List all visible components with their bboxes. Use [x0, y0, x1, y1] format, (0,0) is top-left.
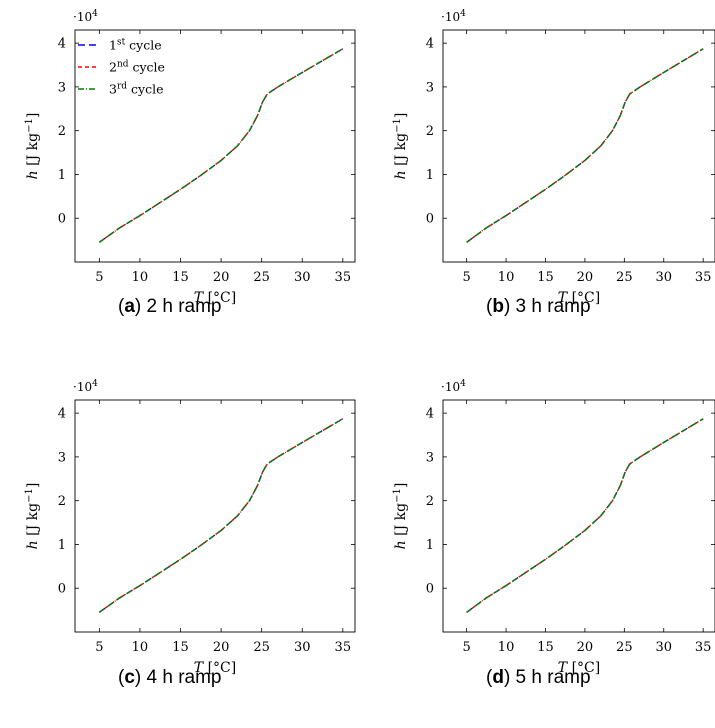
y-axis-label: h [J kg−1] [24, 483, 41, 550]
x-tick-label: 30 [294, 640, 311, 655]
x-tick-label: 20 [213, 270, 230, 285]
x-tick-label: 35 [335, 640, 352, 655]
y-multiplier-label: ·104 [441, 379, 466, 394]
x-tick-label: 15 [172, 270, 189, 285]
y-tick-label: 4 [426, 407, 434, 422]
y-axis-label: h [J kg−1] [24, 113, 41, 180]
y-tick-label: 0 [426, 212, 434, 227]
legend-label-2: 2nd cycle [109, 60, 165, 75]
y-tick-label: 1 [58, 168, 66, 183]
x-tick-label: 20 [213, 640, 230, 655]
x-axis-label: T [°C] [558, 290, 600, 306]
x-tick-label: 20 [577, 640, 594, 655]
y-tick-label: 3 [426, 80, 434, 95]
series-line-1 [98, 418, 344, 613]
y-multiplier-label: ·104 [441, 9, 466, 24]
panel-caption-c: (c) 4 h ramp [118, 667, 222, 688]
series-line-3 [98, 48, 344, 243]
legend-label-3: 3rd cycle [109, 82, 163, 97]
y-tick-label: 2 [426, 124, 434, 139]
x-tick-label: 35 [335, 270, 352, 285]
series-line-3 [466, 418, 704, 613]
series-line-3 [98, 418, 344, 613]
y-tick-label: 3 [426, 450, 434, 465]
x-tick-label: 5 [463, 640, 471, 655]
y-axis-label: h [J kg−1] [392, 483, 409, 550]
y-tick-label: 2 [58, 124, 66, 139]
panel-caption-b-text: 3 h ramp [515, 296, 591, 317]
series-line-1 [98, 48, 344, 243]
series-line-1 [466, 48, 704, 243]
legend: 1st cycle 2nd cycle 3rd cycle [78, 38, 165, 97]
chart-panel-b: 5 10 15 20 25 30 35 0 1 2 3 4 ·104 T [°C] h [J kg−1] [392, 9, 715, 306]
x-tick-label: 25 [616, 640, 633, 655]
series-line-3 [466, 48, 704, 243]
x-tick-label: 35 [695, 640, 712, 655]
plot-frame [74, 29, 356, 263]
x-tick-label: 10 [498, 270, 515, 285]
y-tick-label: 3 [58, 450, 66, 465]
plot-frame [442, 399, 715, 633]
x-tick-label: 10 [132, 640, 149, 655]
y-tick-label: 4 [58, 407, 66, 422]
x-axis-label: T [°C] [194, 660, 236, 676]
y-tick-label: 0 [58, 582, 66, 597]
x-tick-label: 30 [655, 640, 672, 655]
series-line-1 [466, 418, 704, 613]
legend-label-1: 1st cycle [109, 38, 162, 53]
panel-caption-a-text: 2 h ramp [146, 296, 222, 317]
panel-caption-a: (a) 2 h ramp [118, 296, 222, 317]
y-tick-label: 1 [58, 538, 66, 553]
x-tick-label: 25 [616, 270, 633, 285]
series-line-2 [466, 418, 704, 613]
x-tick-label: 15 [172, 640, 189, 655]
y-axis-label: h [J kg−1] [392, 113, 409, 180]
y-tick-label: 0 [426, 582, 434, 597]
x-tick-label: 25 [253, 640, 270, 655]
x-tick-label: 15 [537, 640, 554, 655]
x-tick-label: 30 [294, 270, 311, 285]
panel-caption-c-text: 4 h ramp [146, 667, 222, 688]
x-tick-label: 25 [253, 270, 270, 285]
x-tick-label: 10 [132, 270, 149, 285]
x-tick-label: 5 [95, 640, 103, 655]
chart-panel-a: 5 10 15 20 25 30 35 0 1 2 3 4 ·104 T [°C] h [J kg−1] 1s… [24, 9, 356, 306]
y-multiplier-label: ·104 [73, 379, 98, 394]
y-tick-label: 2 [58, 494, 66, 509]
plot-frame [442, 29, 715, 263]
x-tick-label: 5 [463, 270, 471, 285]
chart-panel-d: 5 10 15 20 25 30 35 0 1 2 3 4 ·104 T [°C] h [J kg−1] [392, 379, 715, 676]
y-multiplier-label: ·104 [73, 9, 98, 24]
panel-caption-d: (d) 5 h ramp [486, 667, 591, 688]
series-line-2 [466, 48, 704, 243]
y-tick-label: 1 [426, 168, 434, 183]
y-tick-label: 4 [426, 37, 434, 52]
x-tick-label: 5 [95, 270, 103, 285]
x-axis-label: T [°C] [558, 660, 600, 676]
x-tick-label: 20 [577, 270, 594, 285]
panel-caption-b: (b) 3 h ramp [486, 296, 591, 317]
x-tick-label: 15 [537, 270, 554, 285]
plot-frame [74, 399, 356, 633]
x-tick-label: 35 [695, 270, 712, 285]
chart-panel-c: 5 10 15 20 25 30 35 0 1 2 3 4 ·104 T [°C] h [J kg−1] [24, 379, 356, 676]
y-tick-label: 1 [426, 538, 434, 553]
x-axis-label: T [°C] [194, 290, 236, 306]
series-line-2 [98, 418, 344, 613]
y-tick-label: 4 [58, 37, 66, 52]
y-tick-label: 0 [58, 212, 66, 227]
x-tick-label: 30 [655, 270, 672, 285]
y-tick-label: 3 [58, 80, 66, 95]
x-tick-label: 10 [498, 640, 515, 655]
y-tick-label: 2 [426, 494, 434, 509]
series-line-2 [98, 48, 344, 243]
panel-caption-d-text: 5 h ramp [515, 667, 591, 688]
